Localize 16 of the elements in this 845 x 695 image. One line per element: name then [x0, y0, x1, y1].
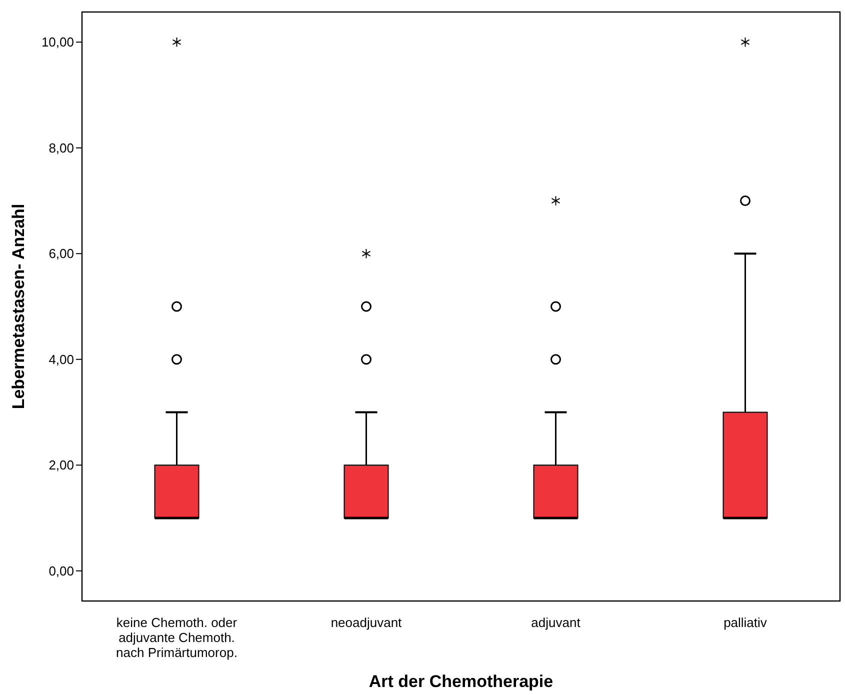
point: [172, 37, 182, 48]
y-tick-label: 8,00: [48, 140, 74, 156]
y-tick-label: 10,00: [41, 34, 74, 50]
point: [551, 196, 560, 206]
point: [362, 248, 371, 259]
y-axis-title: Lebermetastasen- Anzahl: [9, 204, 28, 410]
point: [740, 37, 750, 48]
y-tick-label: 6,00: [48, 246, 74, 262]
y-tick-label: 0,00: [48, 563, 74, 578]
y-tick-label: 4,00: [48, 352, 74, 367]
x-tick-label: keine Chemoth. oder adjuvante Chemoth. nach Primärtumorop.: [116, 615, 238, 660]
x-tick-label: adjuvant: [531, 615, 581, 630]
x-axis-title: Art der Chemotherapie: [368, 672, 554, 691]
x-tick-label: neoadjuvant: [330, 615, 402, 630]
x-tick-label: palliativ: [724, 615, 768, 630]
y-tick-label: 2,00: [48, 458, 74, 473]
